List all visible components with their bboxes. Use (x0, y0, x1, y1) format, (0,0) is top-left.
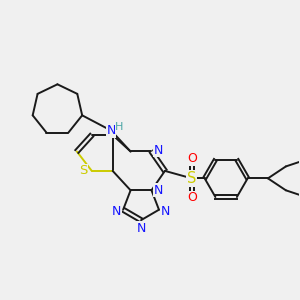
Text: O: O (187, 191, 197, 204)
Text: N: N (153, 184, 163, 197)
Text: H: H (115, 122, 123, 132)
Text: N: N (153, 143, 163, 157)
Text: S: S (187, 171, 196, 186)
Text: N: N (106, 124, 116, 137)
Text: N: N (136, 222, 146, 235)
Text: S: S (79, 164, 88, 177)
Text: N: N (161, 205, 170, 218)
Text: O: O (187, 152, 197, 166)
Text: N: N (112, 205, 121, 218)
